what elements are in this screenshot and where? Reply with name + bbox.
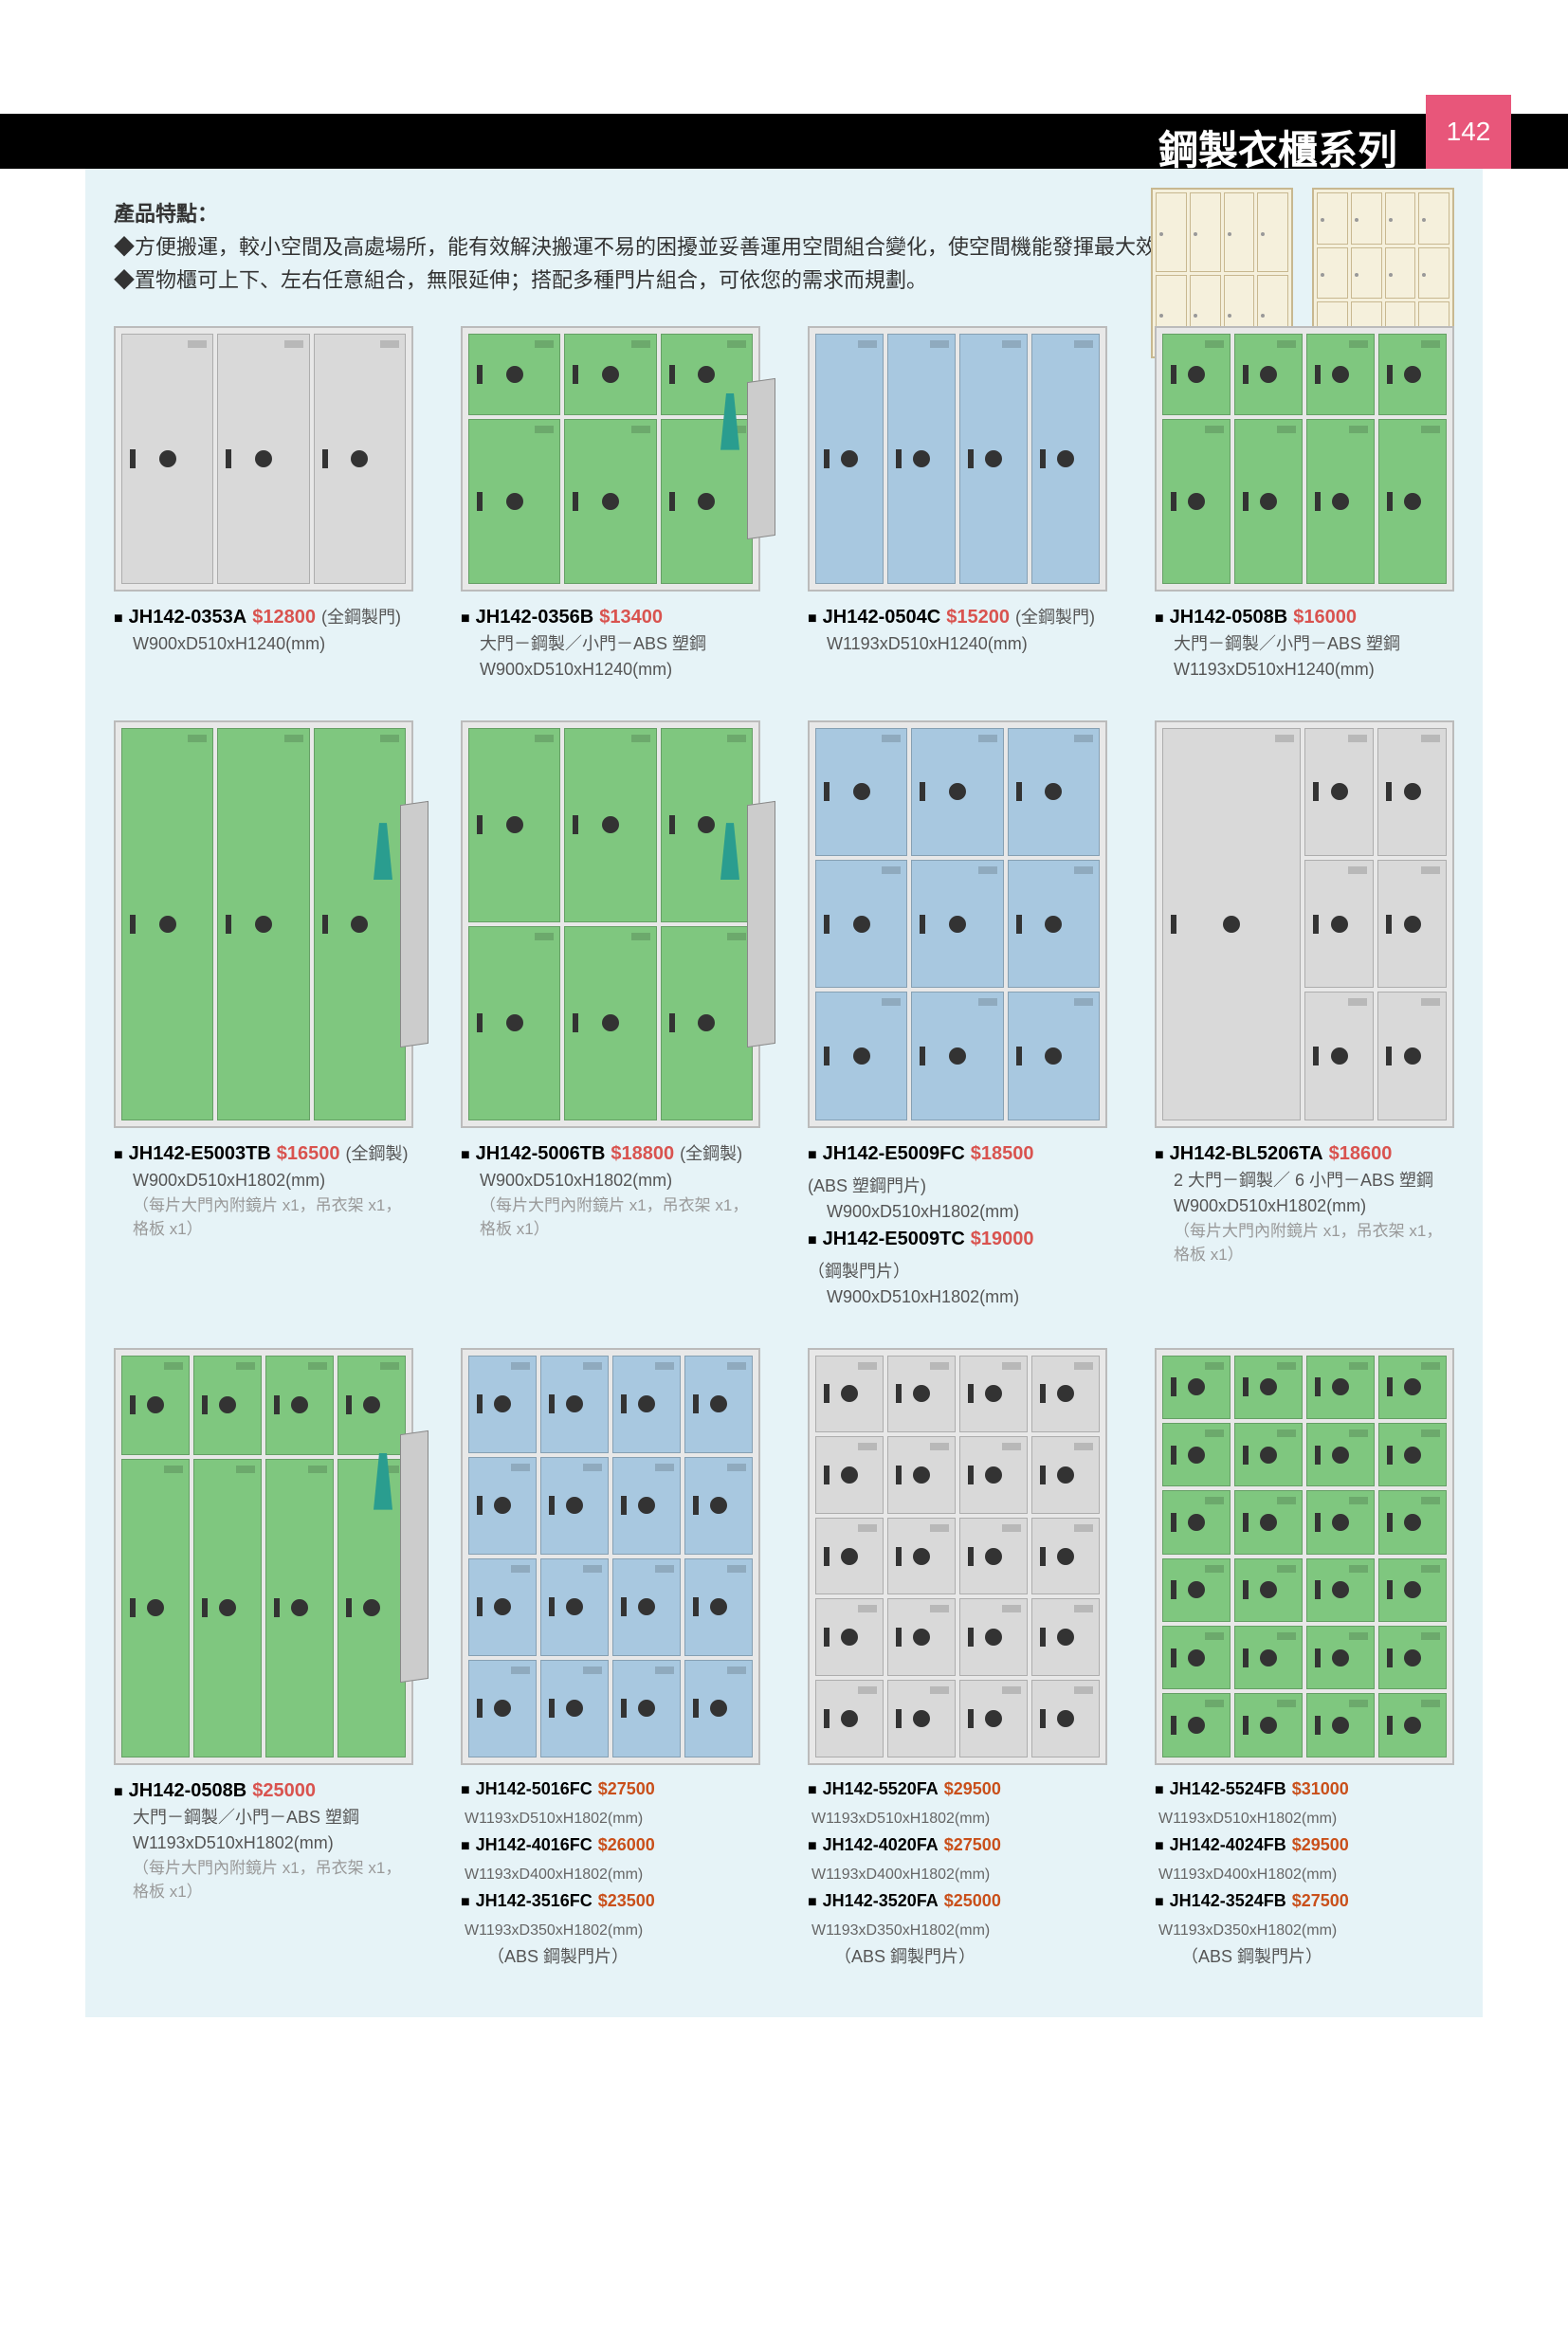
product-item: ■JH142-0353A $12800 (全鋼製門)W900xD510xH124… (114, 326, 413, 683)
product-item: ■JH142-E5009FC $18500 (ABS 塑鋼門片)W900xD51… (808, 720, 1107, 1310)
product-grid: ■JH142-0353A $12800 (全鋼製門)W900xD510xH124… (114, 326, 1454, 1970)
content-area: 產品特點： ◆方便搬運，較小空間及高處場所，能有效解決搬運不易的困擾並妥善運用空… (85, 169, 1483, 2017)
product-item: ■JH142-BL5206TA $186002 大門－鋼製／ 6 小門－ABS … (1155, 720, 1454, 1310)
product-item: ■JH142-5006TB $18800 (全鋼製)W900xD510xH180… (461, 720, 760, 1310)
product-item: ■JH142-0508B $25000大門－鋼製／小門－ABS 塑鋼W1193x… (114, 1348, 413, 1970)
product-item: ■JH142-5016FC $27500 W1193xD510xH1802(mm… (461, 1348, 760, 1970)
page-number-tab: 142 (1426, 95, 1511, 169)
page-title: 鋼製衣櫃系列 (1158, 118, 1397, 176)
product-item: ■JH142-0508B $16000大門－鋼製／小門－ABS 塑鋼W1193x… (1155, 326, 1454, 683)
header-bar: 鋼製衣櫃系列 142 (0, 114, 1568, 169)
product-item: ■JH142-5524FB $31000 W1193xD510xH1802(mm… (1155, 1348, 1454, 1970)
product-item: ■JH142-0356B $13400大門－鋼製／小門－ABS 塑鋼W900xD… (461, 326, 760, 683)
product-item: ■JH142-0504C $15200 (全鋼製門)W1193xD510xH12… (808, 326, 1107, 683)
catalog-page: 鋼製衣櫃系列 142 產品特點： ◆方便搬運，較小空間及高處場所，能有效解決搬運… (0, 114, 1568, 2331)
product-item: ■JH142-5520FA $29500 W1193xD510xH1802(mm… (808, 1348, 1107, 1970)
features-block: 產品特點： ◆方便搬運，較小空間及高處場所，能有效解決搬運不易的困擾並妥善運用空… (114, 197, 1454, 298)
product-item: ■JH142-E5003TB $16500 (全鋼製)W900xD510xH18… (114, 720, 413, 1310)
